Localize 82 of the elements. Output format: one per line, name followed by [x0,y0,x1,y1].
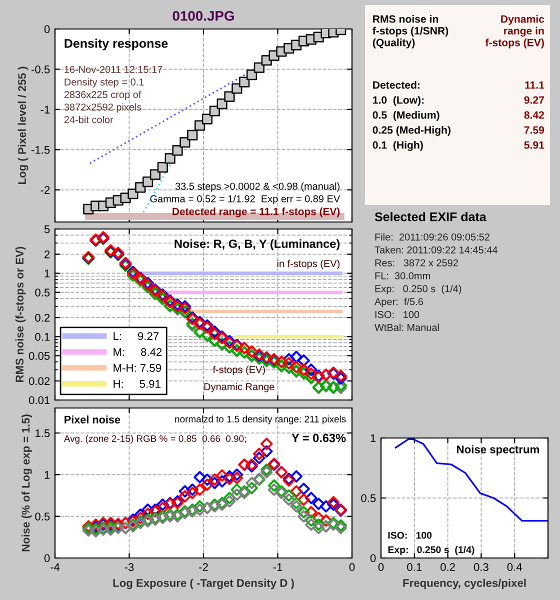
x-tick-label: 0.2 [440,563,455,572]
annotation: Gamma = 0.52 = 1/1.92 Exp err = 0.89 EV [150,194,340,204]
y-tick-label: 0.02 [28,377,50,386]
annotation: Density step = 0.1 [64,78,144,88]
x-tick-label: 0.4 [507,563,522,572]
y-tick-label: 1 [370,434,376,442]
y-tick-label: 0.2 [35,314,50,322]
y-tick-label: 0.5 [35,288,50,296]
y-tick-label: 0 [370,554,376,562]
x-tick-label: 0.3 [474,563,488,572]
text: Dynamic range in f-stops (EV) [485,15,544,48]
annotation: Avg. (zone 2-15) RGB % = 0.85 0.66 0.90; [64,435,246,444]
chart-title: 0100.JPG [172,10,234,21]
x-axis-title: Log Exposure ( -Target Density D ) [113,578,294,590]
annotation: Detected range = 11.1 f-stops (EV) [172,208,340,218]
text: 11.1 [525,81,544,89]
annotation: 3872x2592 pixels [64,103,142,113]
x-tick-label: 0 [349,563,355,572]
text: ISO: 100 [375,311,420,318]
text: 8.42 [524,111,544,119]
text: 0.5 (Medium) [372,111,440,121]
text: FL: 30.0mm [375,272,430,280]
y-tick-label: 0.01 [28,396,50,404]
text: Selected EXIF data [374,212,486,222]
y-tick-label: 2 [44,250,50,258]
text: RMS noise in f-stops (1/SNR) (Quality) [372,15,448,48]
y-tick-label: 0.5 [361,494,376,502]
annotation: 24-bit color [64,116,114,124]
y-axis-title: RMS noise (f-stops or EV) [15,246,26,382]
y-tick-label: 1 [44,471,50,479]
annotation: Noise: R, G, B, Y (Luminance) [174,239,340,250]
y-axis-title: Noise (% of Log exp = 1.5) [22,414,32,552]
annotation: normalzd to 1.5 density range: 211 pixels [175,416,346,424]
y-tick-label: 0 [44,554,50,562]
y-tick-label: -0.5 [31,65,50,74]
annotation: Density response [64,38,168,50]
x-tick-label: -1 [273,563,282,571]
y-tick-label: 0.5 [35,512,50,520]
y-tick-label: -1 [40,106,50,114]
text: 9.27 [524,96,544,104]
text: Taken: 2011:09:22 14:45:44 [374,246,498,254]
legend-label: M: 8.42 [114,348,162,356]
text: WtBal: Manual [374,324,439,332]
text: Res: 3872 x 2592 [375,259,458,266]
annotation: 33.5 steps >0.0002 & <0.98 (manual) [175,182,340,192]
legend-label: L: 9.27 [114,332,159,340]
text: 5.91 [524,141,544,149]
text: 0.1 (High) [372,141,423,151]
legend-label: H: 5.91 [114,380,160,388]
x-tick-label: 0 [378,563,384,572]
text: Aper: f/5.6 [374,298,423,308]
text: Detected: [373,81,420,89]
annotation: ISO: 100 [388,532,432,539]
y-tick-label: -1.5 [31,146,50,154]
text: 1.0 (Low): [373,96,424,106]
text: File: 2011:09:26 09:05:52 [375,233,490,241]
annotation: f-stops (EV) [212,366,265,376]
y-tick-label: 5 [44,225,50,234]
y-axis-title: Log ( Pixel level / 255 ) [18,66,28,184]
legend-label: M-H: 7.59 [114,364,162,372]
x-tick-label: -3 [124,563,134,572]
y-tick-label: 1 [44,270,50,278]
text: 7.59 [524,126,544,134]
annotation: in f-stops (EV) [277,260,340,270]
y-tick-label: -2 [40,186,50,194]
annotation: Pixel noise [64,416,120,424]
annotation: Dynamic Range [204,382,274,392]
annotation: Exp: 0.250 s (1/4) [388,546,474,556]
y-tick-label: 0 [44,25,50,34]
text: 0.25 (Med-High) [372,126,450,136]
x-tick-label: 0.1 [407,563,422,572]
annotation: 16-Nov-2011 12:15:17 [64,66,162,74]
annotation: Y = 0.63% [292,434,346,442]
y-tick-label: 1.5 [36,429,50,438]
y-tick-label: 0.1 [35,332,50,341]
x-tick-label: -2 [199,563,208,571]
x-axis-title: Frequency, cycles/pixel [403,578,526,590]
y-tick-label: 0.05 [28,352,50,360]
annotation: Noise spectrum [457,445,539,456]
x-tick-label: -4 [50,563,60,571]
text: Exp: 0.250 s (1/4) [375,284,462,294]
annotation: 2836x225 crop of [64,90,142,100]
